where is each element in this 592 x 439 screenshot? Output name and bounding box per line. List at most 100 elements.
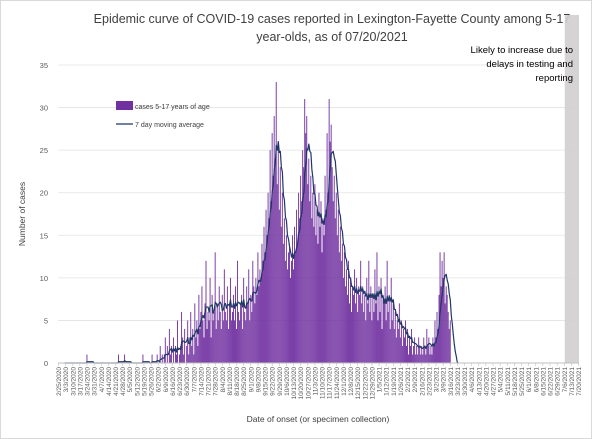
- bar-day-249: [311, 218, 313, 363]
- bar-day-323: [386, 260, 388, 363]
- bar-day-338: [401, 345, 403, 363]
- bar-day-274: [336, 235, 338, 363]
- bar-day-183: [244, 311, 246, 363]
- x-tick-label: 12/8/2020: [348, 367, 355, 396]
- bar-day-184: [245, 320, 247, 363]
- bar-day-123: [183, 354, 185, 363]
- bar-day-237: [299, 218, 301, 363]
- bar-day-209: [270, 201, 272, 363]
- x-tick-label: 3/16/2021: [448, 367, 455, 396]
- x-tick-label: 10/27/2020: [305, 367, 312, 400]
- y-tick-label-30: 30: [40, 104, 48, 113]
- bar-day-373: [437, 328, 439, 363]
- bar-day-59: [118, 354, 119, 363]
- bar-day-235: [297, 243, 299, 363]
- bar-day-234: [296, 209, 298, 363]
- bar-day-353: [417, 354, 419, 363]
- bar-day-164: [224, 311, 226, 363]
- legend: cases 5-17 years of age 7 day moving ave…: [116, 101, 210, 129]
- annotation-line-1: Likely to increase due to: [471, 45, 573, 56]
- bar-day-316: [379, 311, 381, 363]
- x-tick-label: 3/10/2020: [70, 367, 77, 396]
- bar-day-325: [388, 294, 390, 363]
- x-tick-label: 4/27/2021: [491, 367, 498, 396]
- bar-day-371: [435, 337, 437, 363]
- y-tick-label-5: 5: [44, 316, 48, 325]
- bar-day-225: [286, 269, 288, 363]
- bar-day-145: [205, 260, 207, 363]
- bar-day-382: [446, 294, 448, 363]
- bar-day-252: [314, 184, 316, 363]
- x-tick-label: 10/13/2020: [291, 367, 298, 400]
- x-tick-label: 3/17/2020: [77, 367, 84, 396]
- x-tick-label: 7/13/2021: [569, 367, 576, 396]
- bar-day-200: [261, 243, 263, 363]
- x-tick-label: 4/21/2020: [113, 367, 120, 396]
- bar-day-329: [392, 303, 394, 363]
- x-tick-label: 4/7/2020: [99, 367, 106, 393]
- bar-day-259: [321, 252, 323, 363]
- bar-day-280: [342, 277, 344, 363]
- x-tick-label: 10/6/2020: [284, 367, 291, 396]
- bar-day-290: [353, 294, 355, 363]
- bar-day-322: [385, 320, 387, 363]
- bar-day-109: [168, 328, 170, 363]
- bar-day-198: [259, 269, 261, 363]
- bar-day-100: [159, 345, 161, 363]
- bar-day-214: [275, 82, 277, 364]
- bar-day-230: [292, 235, 293, 363]
- bar-day-288: [351, 311, 352, 363]
- bar-day-337: [400, 320, 402, 363]
- bar-day-224: [285, 235, 287, 363]
- bar-day-190: [251, 311, 253, 363]
- bar-day-378: [442, 277, 444, 363]
- bar-day-236: [298, 192, 300, 363]
- x-tick-label: 8/4/2020: [220, 367, 227, 393]
- bar-day-156: [216, 303, 218, 363]
- moving-average-polyline: [64, 141, 459, 364]
- bar-day-217: [278, 209, 280, 363]
- bar-day-160: [220, 328, 222, 363]
- bar-day-287: [350, 277, 351, 363]
- bar-day-136: [196, 320, 198, 363]
- bar-day-303: [366, 277, 368, 363]
- bar-day-299: [362, 286, 364, 363]
- x-tick-label: 3/31/2020: [92, 367, 99, 396]
- x-tick-label: 8/25/2020: [241, 367, 248, 396]
- bar-day-92: [151, 354, 153, 363]
- y-tick-label-0: 0: [44, 359, 48, 368]
- bar-day-312: [375, 303, 377, 363]
- bar-day-295: [358, 286, 360, 363]
- bar-day-141: [201, 286, 203, 363]
- bar-day-351: [415, 354, 417, 363]
- bar-day-220: [281, 192, 283, 363]
- bar-day-385: [449, 320, 451, 363]
- x-tick-label: 6/22/2021: [548, 367, 555, 396]
- bar-day-238: [300, 175, 302, 363]
- bar-day-219: [280, 226, 282, 363]
- legend-swatch-cases: [116, 101, 133, 110]
- bar-day-165: [225, 320, 227, 363]
- bar-day-215: [276, 184, 278, 363]
- bar-day-180: [241, 294, 243, 363]
- x-tick-label: 1/12/2021: [384, 367, 391, 396]
- bar-day-326: [389, 328, 391, 363]
- x-tick-label: 9/8/2020: [255, 367, 262, 393]
- chart-title-line1: Epidemic curve of COVID-19 cases reporte…: [94, 12, 571, 26]
- x-tick-label: 9/29/2020: [277, 367, 284, 396]
- y-tick-label-35: 35: [40, 61, 48, 70]
- moving-average-line: [64, 141, 459, 364]
- bar-day-139: [199, 328, 201, 363]
- bar-day-133: [193, 354, 195, 363]
- bar-day-328: [391, 320, 393, 363]
- bar-day-343: [407, 328, 408, 363]
- bar-day-228: [290, 277, 291, 363]
- annotation-line-3: reporting: [536, 73, 574, 84]
- bar-day-211: [272, 175, 274, 363]
- bar-day-335: [398, 303, 400, 363]
- bar-day-186: [247, 303, 249, 363]
- bar-day-201: [262, 260, 264, 363]
- bar-day-347: [411, 328, 413, 363]
- legend-label-cases: cases 5-17 years of age: [135, 104, 210, 111]
